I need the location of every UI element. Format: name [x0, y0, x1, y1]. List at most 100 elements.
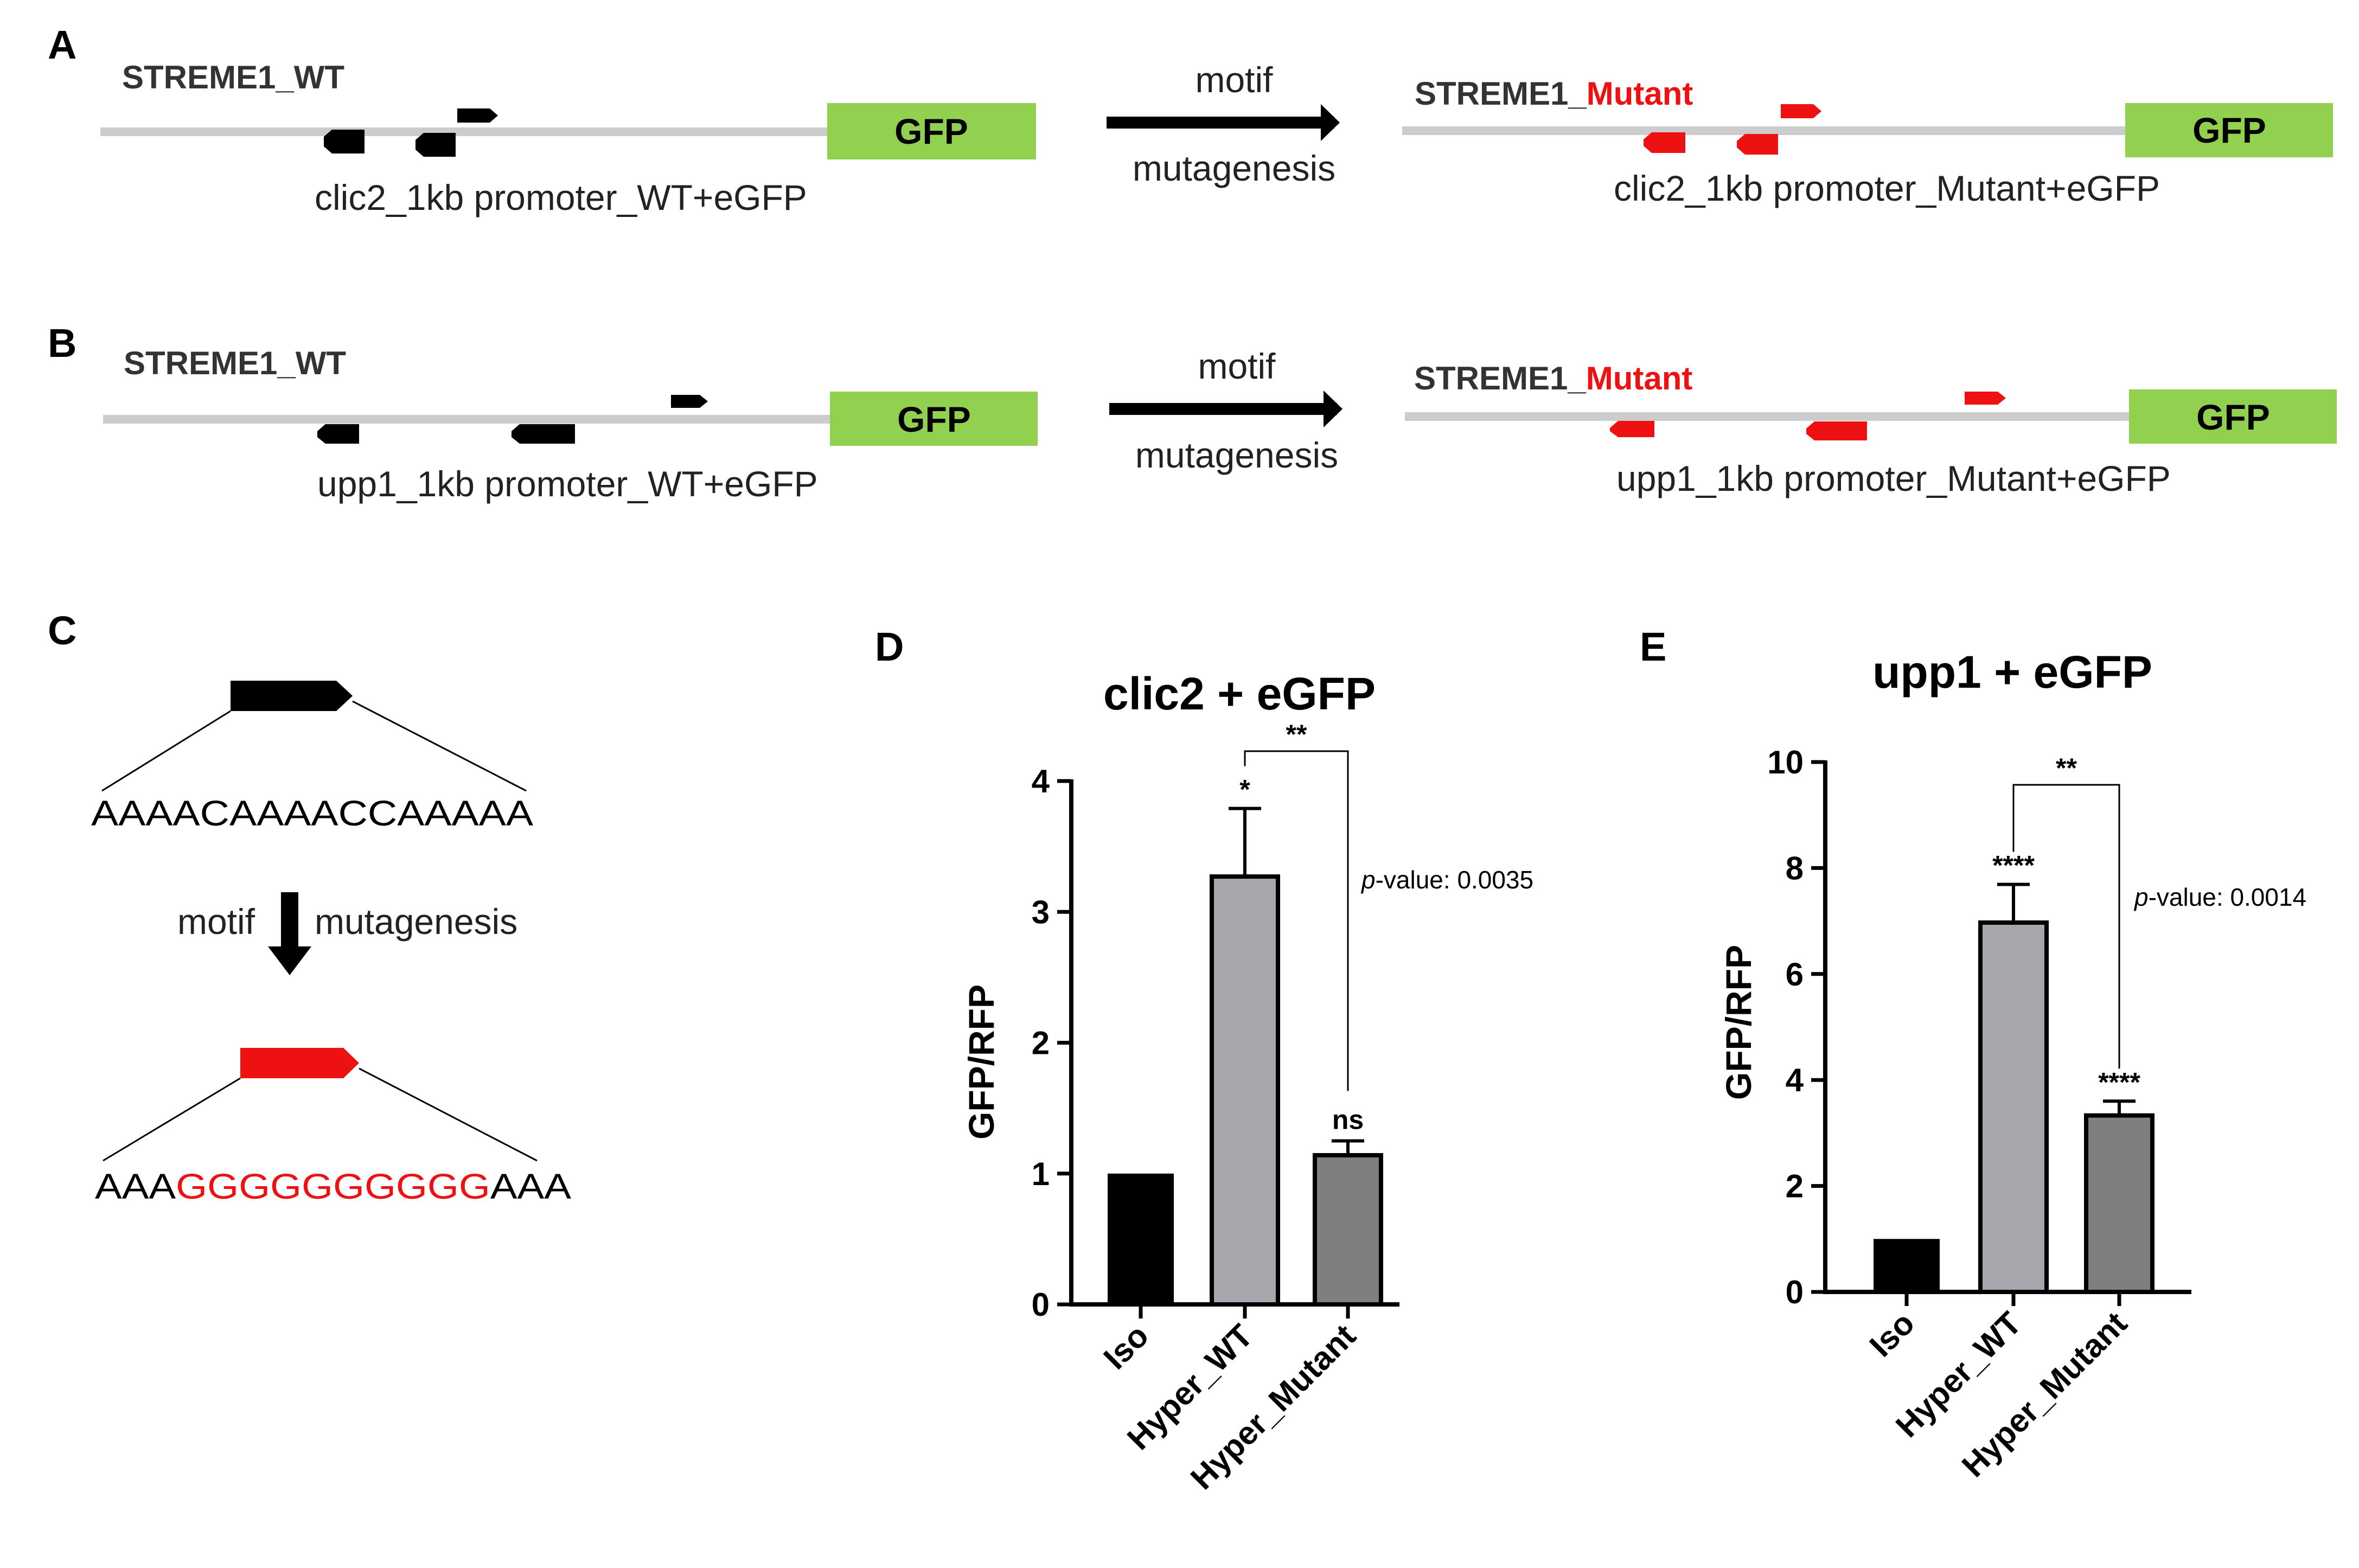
panel-c-wt-sequence: AAAACAAAACCAAAAA: [91, 793, 533, 833]
panel-a-mut-motif-forward: [1781, 104, 1821, 118]
panel-b-wt-motif-reverse-2: [512, 424, 575, 444]
panel-b-wt-gfp-box: [830, 392, 1038, 446]
panel-a-wt-construct: STREME1_WT: [122, 59, 344, 95]
panel-c-arrow-head: [268, 946, 311, 975]
panel-b-wt-construct: STREME1_WT: [124, 345, 346, 381]
chart-e-bar: [1874, 1239, 1940, 1292]
panel-c: C AAAACAAAACCAAAAA motif mutagenesis AAA…: [48, 608, 571, 1206]
panel-c-wt-guide-left: [101, 710, 231, 792]
panel-a-wt-motif-reverse-2: [415, 133, 456, 157]
panel-a-arrow-bottom-text: mutagenesis: [1133, 148, 1335, 188]
panel-c-mut-guide-left: [103, 1077, 241, 1162]
panel-a-wt-motif-reverse-1: [324, 130, 365, 153]
panel-b-label: B: [48, 321, 76, 366]
chart-d-y-tick-label: 3: [1032, 894, 1050, 930]
panel-b-mut-construct: STREME1_Mutant: [1414, 360, 1692, 396]
panel-b-mut-gfp-box: [2129, 389, 2337, 444]
panel-a-mut-construct-prefix: STREME1_: [1415, 75, 1587, 112]
panel-a-label: A: [48, 22, 76, 67]
chart-d-bar: [1313, 1153, 1383, 1307]
panel-b-mut-motif-reverse-1: [1610, 421, 1654, 437]
chart-e-significance-label: ****: [1992, 850, 2035, 881]
chart-d-x-tick-label: Iso: [1097, 1317, 1156, 1377]
chart-d-bar: [1210, 874, 1280, 1307]
panel-b: B STREME1_WT GFP upp1_1kb promoter_WT+eG…: [48, 321, 2337, 504]
panel-a: A STREME1_WT GFP clic2_1kb promoter_WT+e…: [48, 22, 2333, 217]
panel-c-mut-motif: [240, 1048, 359, 1078]
chart-e-title: upp1 + eGFP: [1872, 647, 2152, 697]
chart-d-y-tick-label: 4: [1032, 763, 1050, 799]
panel-c-mut-seq-core: GGGGGGGGGG: [176, 1166, 490, 1206]
panel-c-arrow-shaft: [281, 892, 298, 949]
panel-c-mut-guide-right: [359, 1067, 538, 1162]
panel-b-wt-gfp-label: GFP: [897, 399, 971, 439]
panel-c-mut-seq-suffix: AAA: [490, 1166, 571, 1206]
chart-e-y-tick-label: 8: [1786, 850, 1804, 886]
panel-e-label: E: [1640, 624, 1666, 669]
chart-e-x-tick-label: Iso: [1863, 1305, 1922, 1364]
panel-b-arrow-top-text: motif: [1198, 346, 1276, 386]
panel-c-mut-sequence: AAA GGGGGGGGGG AAA: [95, 1166, 571, 1206]
panel-b-mut-gfp-label: GFP: [2196, 397, 2270, 437]
chart-d-pvalue-prefix: p: [1360, 866, 1376, 894]
panel-a-mut-promoter-line: [1402, 126, 2132, 135]
chart-e-y-tick-label: 0: [1786, 1274, 1804, 1310]
panel-b-arrow-head: [1324, 391, 1342, 427]
chart-d-pvalue: p-value: 0.0035: [1360, 866, 1533, 894]
chart-e-pvalue-suffix: -value: 0.0014: [2149, 883, 2307, 911]
chart-e-y-tick-label: 4: [1786, 1062, 1804, 1098]
panel-b-mut-motif-reverse-2: [1806, 421, 1867, 440]
chart-d-significance-label: ns: [1332, 1104, 1364, 1135]
panel-b-mut-promoter-line: [1405, 412, 2134, 421]
chart-d-title: clic2 + eGFP: [1103, 668, 1376, 719]
chart-d-bracket: [1244, 750, 1349, 1091]
chart-e-pvalue-prefix: p: [2133, 883, 2149, 911]
chart-e-bracket-label: **: [2056, 753, 2077, 783]
panel-d: D clic2 + eGFP GFP/RFP 01234IsoHyper_WT*…: [875, 624, 1533, 1496]
panel-a-mut-motif-reverse-1: [1644, 132, 1685, 153]
chart-e-y-tick-label: 2: [1786, 1168, 1804, 1205]
panel-a-mut-gfp-label: GFP: [2192, 110, 2266, 150]
chart-d-bracket-label: **: [1286, 719, 1307, 750]
panel-c-label: C: [48, 608, 76, 653]
panel-a-mut-construct: STREME1_Mutant: [1415, 75, 1693, 112]
panel-b-arrow-bottom-text: mutagenesis: [1135, 435, 1338, 475]
panel-a-mut-gfp-box: [2125, 103, 2333, 157]
panel-c-wt-guide-right: [352, 700, 527, 792]
chart-e-significance-label: ****: [2098, 1067, 2140, 1097]
chart-d-significance-label: *: [1239, 775, 1250, 805]
chart-e-bar: [1978, 920, 2049, 1294]
chart-e-y-tick-label: 10: [1767, 744, 1804, 780]
panel-a-arrow-top-text: motif: [1195, 60, 1273, 100]
chart-e-y-axis-label: GFP/RFP: [1718, 945, 1759, 1100]
panel-c-wt-motif: [231, 681, 353, 711]
panel-b-mut-construct-prefix: STREME1_: [1414, 360, 1586, 396]
panel-b-wt-caption: upp1_1kb promoter_WT+eGFP: [317, 464, 818, 504]
panel-c-mut-seq-prefix: AAA: [95, 1166, 176, 1206]
panel-d-label: D: [875, 624, 904, 669]
panel-b-wt-motif-reverse-1: [317, 424, 359, 444]
chart-d-pvalue-suffix: -value: 0.0035: [1376, 866, 1534, 894]
panel-b-mut-caption: upp1_1kb promoter_Mutant+eGFP: [1616, 458, 2171, 498]
chart-e-pvalue: p-value: 0.0014: [2133, 883, 2306, 911]
panel-b-mut-construct-suffix: Mutant: [1586, 360, 1693, 396]
chart-e-bracket: [2012, 784, 2120, 1069]
panel-c-arrow-right-text: mutagenesis: [315, 901, 517, 942]
panel-b-wt-motif-forward: [671, 395, 708, 408]
panel-a-arrow-shaft: [1107, 117, 1334, 129]
chart-e-bar: [2084, 1113, 2155, 1294]
panel-a-mut-motif-reverse-2: [1737, 134, 1778, 155]
chart-d-bar: [1108, 1173, 1174, 1304]
panel-b-mut-motif-forward: [1965, 392, 2006, 405]
chart-d-y-axis-label: GFP/RFP: [961, 984, 1001, 1140]
chart-d-y-tick-label: 0: [1032, 1287, 1050, 1323]
panel-a-mut-caption: clic2_1kb promoter_Mutant+eGFP: [1614, 168, 2160, 208]
panel-b-wt-promoter-line: [103, 415, 833, 424]
panel-a-wt-promoter-line: [100, 127, 830, 136]
panel-e: E upp1 + eGFP GFP/RFP 0246810IsoHyper_WT…: [1640, 624, 2306, 1484]
panel-a-wt-gfp-box: [827, 103, 1036, 159]
panel-b-arrow-shaft: [1109, 403, 1337, 415]
